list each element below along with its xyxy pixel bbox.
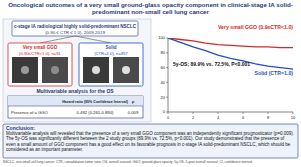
footnote: NSCLC, non-small cell lung cancer; CTR, …: [3, 160, 298, 164]
label: (CTR=1.0), n=857: [94, 51, 128, 56]
annotation: 5y-OS; 89.9% vs. 72.5%, P<0.001: [173, 61, 250, 67]
label: c-stage IA radiological highly solid-pre…: [14, 24, 137, 29]
label: p: [132, 100, 135, 104]
nodule: [21, 66, 29, 74]
table-rule: [8, 106, 143, 107]
y-tick-label: 0: [163, 109, 166, 114]
left-panel: [3, 19, 151, 122]
group-box: [8, 43, 72, 86]
label: Multivariable analysis for the OS: [36, 88, 114, 94]
y-tick: [166, 112, 168, 113]
ct-image: [83, 57, 109, 83]
survival-curve: [168, 38, 293, 69]
y-tick: [166, 82, 168, 83]
ct-image: [42, 57, 68, 83]
y-tick: [166, 38, 168, 39]
conclusion-text: Multivariable analysis will revealed tha…: [6, 131, 295, 153]
group-box: [79, 43, 143, 86]
legend-label: Very small GGO (0.9≤CTR<1.0): [218, 24, 293, 30]
label: Very small GGO: [23, 45, 58, 50]
nodule: [51, 66, 59, 74]
y-tick-label: 100: [158, 35, 165, 40]
y-tick-label: 60: [161, 65, 166, 70]
conclusion-box: [3, 124, 298, 158]
y-tick: [166, 52, 168, 53]
x-tick-label: 4: [217, 115, 220, 120]
x-tick-label: 6: [242, 115, 245, 120]
legend-label: Solid (CTR=1.0): [255, 70, 294, 76]
y-tick-label: 20: [161, 95, 166, 100]
cohort-box: [12, 21, 138, 36]
plot-area: [168, 38, 293, 69]
y-tick: [166, 97, 168, 98]
y-tick: [166, 67, 168, 68]
label: (0.90≤CTR<1.0), n=91: [19, 51, 62, 56]
ct-image: [12, 57, 38, 83]
x-tick-label: 2: [192, 115, 195, 120]
table: [8, 96, 143, 118]
nodule: [92, 66, 100, 74]
label: Presence of a GGO: [11, 110, 49, 115]
label: 0.482 (0.261-0.890): [77, 110, 114, 115]
nodule: [122, 66, 130, 74]
arrow: [40, 36, 75, 43]
label: Solid: [105, 45, 116, 50]
x-axis: [168, 112, 293, 113]
title: Oncological outcomes of a very small gro…: [4, 1, 297, 16]
x-tick-label: 10: [291, 115, 296, 120]
table-header: [8, 96, 143, 106]
conclusion-heading: Conclusion:: [6, 125, 295, 131]
arrow: [75, 36, 111, 43]
label: (0.90 ≤ CTR ≤ 1.0), 2009-2019: [45, 30, 105, 35]
x-tick-label: 0: [167, 115, 170, 120]
y-axis: [168, 38, 169, 112]
y-tick-label: 80: [161, 50, 166, 55]
graphical-abstract: c-stage IA radiological highly solid-pre…: [0, 0, 301, 167]
label: Hazard ratio (95% Confidence Interval): [62, 100, 129, 104]
y-tick-label: 40: [161, 80, 166, 85]
survival-curve: [168, 38, 293, 48]
x-tick-label: 8: [267, 115, 270, 120]
label: 0.009: [128, 110, 139, 115]
ct-image: [113, 57, 139, 83]
